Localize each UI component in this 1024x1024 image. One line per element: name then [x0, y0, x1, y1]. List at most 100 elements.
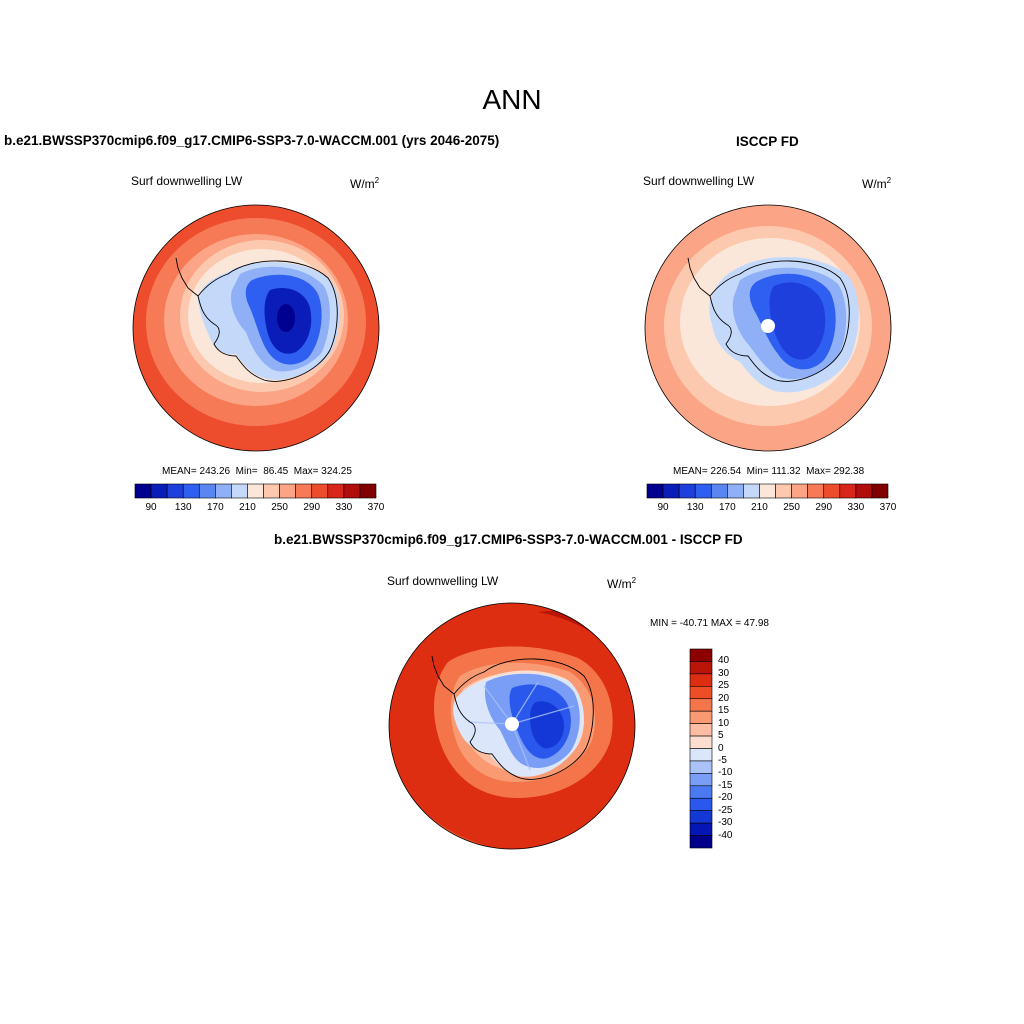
- diff-map: [388, 602, 636, 850]
- panel2-colorbar-swatch: [662, 483, 680, 499]
- panel2-colorbar-tick-label: 90: [657, 502, 669, 513]
- diff-colorbar-swatch: [689, 735, 713, 749]
- panel2-colorbar-tick-label: 370: [879, 502, 897, 513]
- diff-colorbar-swatch: [689, 822, 713, 836]
- panel2-peninsula-coast: [687, 257, 711, 297]
- diff-colorbar-tick-label: 20: [718, 692, 730, 704]
- diff-colorbar-tick-label: -25: [718, 804, 733, 816]
- panel1-colorbar-tick-label: 90: [145, 502, 157, 513]
- diff-colorbar-swatch: [689, 673, 713, 687]
- panel2-colorbar-swatch: [678, 483, 696, 499]
- diff-colorbar-tick-label: 5: [718, 730, 724, 742]
- panel2-colorbar-swatch: [855, 483, 873, 499]
- panel1-map-border: [132, 204, 380, 452]
- diff-contour-neg30: [530, 701, 564, 749]
- diff-colorbar-swatch: [689, 661, 713, 675]
- diff-colorbar-tick-label: -5: [718, 754, 727, 766]
- panel1-colorbar-swatch: [166, 483, 184, 499]
- panel2-colorbar-tick-label: 170: [718, 502, 736, 513]
- panel1-colorbar-swatch: [343, 483, 361, 499]
- panel2-units: W/m2: [862, 176, 892, 191]
- diff-variable: Surf downwelling LW: [387, 574, 499, 588]
- diff-colorbar-tick-label: 40: [718, 655, 730, 667]
- panel2-variable: Surf downwelling LW: [643, 174, 755, 188]
- panel2-colorbar-tick-label: 290: [815, 502, 833, 513]
- diff-pole-mask: [505, 717, 519, 731]
- panel1-colorbar: [134, 483, 377, 499]
- panel2-pole-mask: [761, 319, 775, 333]
- panel2-colorbar-swatch: [759, 483, 776, 499]
- diff-colorbar-swatch: [689, 797, 713, 811]
- panel1-contour-90: [277, 304, 295, 332]
- panel1-colorbar-swatch: [215, 483, 232, 499]
- diff-colorbar-tick-label: -40: [718, 829, 733, 841]
- diff-radial-artifacts: [467, 681, 575, 771]
- panel1-colorbar-swatch: [295, 483, 313, 499]
- panel1-colorbar-swatch: [359, 483, 377, 499]
- diff-colorbar-tick-label: -30: [718, 817, 733, 829]
- panel2-contour-140: [769, 282, 826, 360]
- diff-colorbar-swatch: [689, 785, 713, 799]
- panel1-stats: MEAN= 243.26 Min= 86.45 Max= 324.25: [162, 466, 352, 477]
- panel2-colorbar-swatch: [743, 483, 760, 499]
- panel2-colorbar-swatch: [791, 483, 808, 499]
- diff-colorbar-swatch: [689, 773, 713, 787]
- diff-panel-title: b.e21.BWSSP370cmip6.f09_g17.CMIP6-SSP3-7…: [274, 532, 743, 547]
- panel1-colorbar-swatch: [150, 483, 168, 499]
- panel1-colorbar-swatch: [198, 483, 216, 499]
- diff-colorbar-swatch: [689, 710, 713, 724]
- diff-colorbar-tick-label: 15: [718, 705, 730, 717]
- panel1-colorbar-tick-label: 170: [206, 502, 224, 513]
- diff-colorbar-tick-label: 25: [718, 680, 730, 692]
- panel2-colorbar: [646, 483, 889, 499]
- panel2-stats: MEAN= 226.54 Min= 111.32 Max= 292.38: [673, 466, 865, 477]
- panel1-units: W/m2: [350, 176, 380, 191]
- diff-colorbar-swatch: [689, 723, 713, 737]
- panel2-colorbar-tick-label: 130: [686, 502, 704, 513]
- panel1-colorbar-swatch: [311, 483, 329, 499]
- diff-peninsula-coast: [431, 655, 455, 695]
- panel1-colorbar-swatch: [279, 483, 296, 499]
- panel2-map-border: [644, 204, 892, 452]
- diff-colorbar-tick-label: -15: [718, 779, 733, 791]
- figure-title: ANN: [482, 84, 542, 115]
- panel2-colorbar-tick-label: 250: [783, 502, 800, 513]
- panel1-title: b.e21.BWSSP370cmip6.f09_g17.CMIP6-SSP3-7…: [4, 133, 500, 148]
- panel1-colorbar-swatch: [247, 483, 264, 499]
- diff-map-border: [388, 602, 636, 850]
- panel1-colorbar-swatch: [263, 483, 280, 499]
- diff-colorbar-swatch: [689, 648, 713, 662]
- panel2-colorbar-swatch: [727, 483, 744, 499]
- panel2-coastline: [709, 260, 850, 382]
- panel2-colorbar-swatch: [871, 483, 889, 499]
- panel1-colorbar-tick-label: 330: [335, 502, 353, 513]
- diff-colorbar-tick-label: 10: [718, 717, 730, 729]
- panel1-peninsula-coast: [175, 257, 199, 297]
- panel2-colorbar-swatch: [694, 483, 712, 499]
- diff-colorbar-tick-label: 0: [718, 742, 724, 754]
- diff-colorbar-tick-label: -20: [718, 792, 733, 804]
- panel2-colorbar-swatch: [807, 483, 825, 499]
- diff-colorbar-swatch: [689, 748, 713, 762]
- diff-colorbar: [689, 648, 713, 849]
- panel2-colorbar-swatch: [775, 483, 792, 499]
- panel1-colorbar-swatch: [327, 483, 345, 499]
- diff-colorbar-swatch: [689, 698, 713, 712]
- panel1-colorbar-tick-label: 250: [271, 502, 288, 513]
- panel2-colorbar-tick-label: 210: [751, 502, 768, 513]
- diff-colorbar-tick-label: 30: [718, 667, 730, 679]
- panel2-map: [644, 204, 892, 452]
- panel2-colorbar-swatch: [839, 483, 857, 499]
- panel2-colorbar-tick-label: 330: [847, 502, 865, 513]
- panel2-title: ISCCP FD: [736, 134, 799, 149]
- panel1-variable: Surf downwelling LW: [131, 174, 243, 188]
- panel1-map: [132, 204, 380, 452]
- diff-colorbar-swatch: [689, 760, 713, 774]
- panel1-coastline: [197, 260, 338, 382]
- panel1-colorbar-tick-label: 370: [367, 502, 385, 513]
- diff-colorbar-tick-label: -10: [718, 767, 733, 779]
- panel2-colorbar-swatch: [823, 483, 841, 499]
- panel2-colorbar-swatch: [710, 483, 728, 499]
- panel2-colorbar-swatch: [646, 483, 664, 499]
- diff-coastline: [453, 658, 594, 780]
